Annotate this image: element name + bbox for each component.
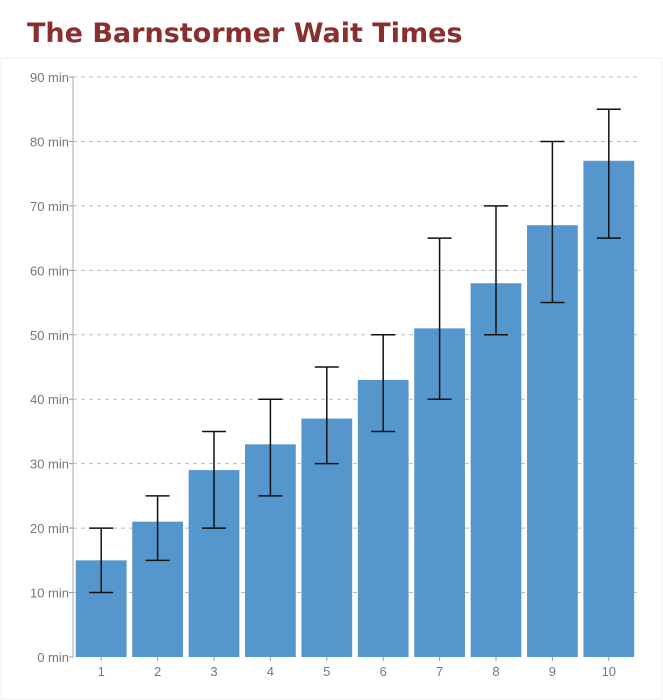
y-tick-label: 80 min [30,134,69,149]
y-axis-ticks: 0 min 10 min 20 min 30 min 40 min 50 min 60 mi… [30,70,73,665]
x-tick-label: 3 [210,664,217,679]
x-tick-label: 7 [436,664,443,679]
x-tick-label: 10 [602,664,616,679]
x-tick-label: 5 [323,664,330,679]
y-tick-label: 0 min [37,650,69,665]
y-tick-label: 90 min [30,70,69,85]
bars [75,160,635,657]
y-tick-label: 70 min [30,199,69,214]
x-tick-label: 9 [549,664,556,679]
x-tick-label: 1 [98,664,105,679]
y-tick-label: 10 min [30,586,69,601]
x-tick-label: 6 [380,664,387,679]
x-axis-ticks: 1 2 3 4 5 6 7 8 9 10 [98,657,616,679]
y-tick-label: 60 min [30,263,69,278]
chart-title: The Barnstormer Wait Times [27,18,463,49]
y-tick-label: 50 min [30,328,69,343]
x-tick-label: 8 [492,664,499,679]
y-tick-label: 40 min [30,392,69,407]
bar-8 [470,283,522,657]
y-tick-label: 20 min [30,521,69,536]
x-tick-label: 4 [267,664,274,679]
plot-panel-border [0,57,663,700]
gridlines [72,76,637,657]
y-tick-label: 30 min [30,457,69,472]
error-bars [89,108,621,594]
x-tick-label: 2 [154,664,161,679]
bar-10 [583,160,635,657]
